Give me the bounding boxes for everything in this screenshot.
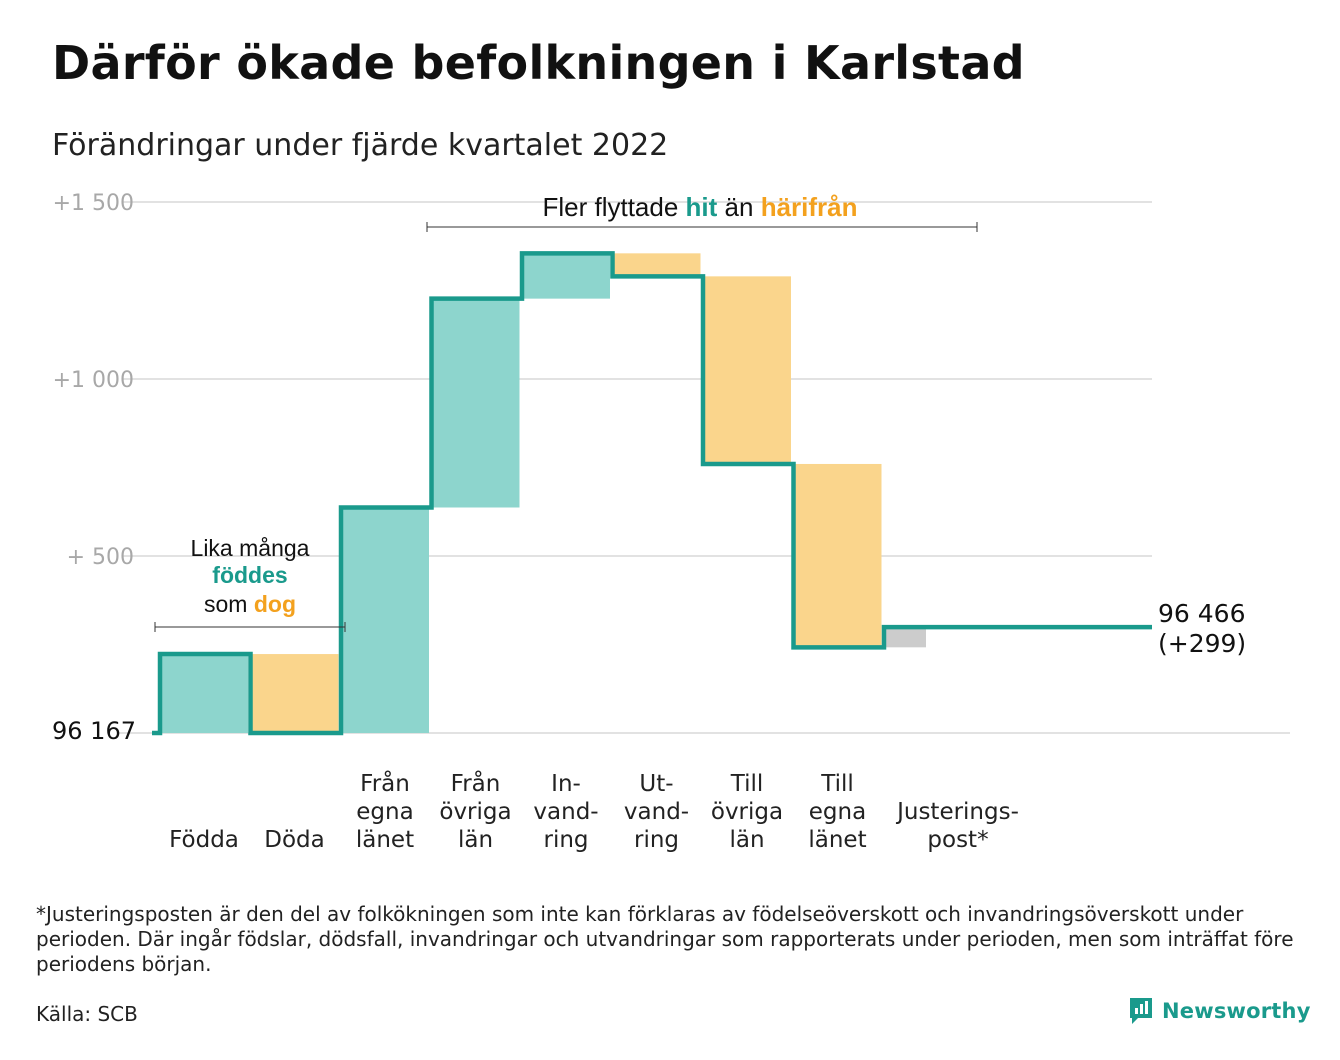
brand-name: Newsworthy: [1162, 999, 1311, 1023]
annotation-migration-prefix: Fler flyttade: [542, 192, 678, 222]
annotation-migration-text: Fler flyttade hit än härifrån: [542, 192, 857, 222]
category-label: Från: [451, 769, 501, 797]
end-change-label: (+299): [1158, 629, 1246, 658]
category-label: län: [458, 827, 493, 853]
bar-utvandring: [612, 253, 701, 277]
category-label: Justerings-: [895, 799, 1019, 825]
category-label: övriga: [439, 799, 511, 825]
category-label: ring: [543, 827, 588, 853]
bar-invandring: [522, 253, 610, 299]
category-label: övriga: [711, 799, 783, 825]
category-label: länet: [808, 827, 866, 853]
y-tick-label: +1 500: [53, 191, 134, 216]
bar-födda: [160, 654, 248, 733]
category-label: Födda: [169, 827, 239, 853]
brand[interactable]: Newsworthy: [1128, 996, 1311, 1026]
category-label: In-: [551, 771, 581, 797]
page-subtitle: Förändringar under fjärde kvartalet 2022: [52, 128, 669, 163]
category-label: ring: [634, 827, 679, 853]
annotation-migration-highlight1: hit: [686, 192, 718, 222]
source-label: Källa: SCB: [36, 1002, 138, 1026]
bar-döda: [250, 654, 339, 733]
annotation-migration-middle: än: [725, 192, 754, 222]
category-label: egna: [356, 799, 413, 825]
start-value-label: 96 167: [52, 717, 136, 745]
footnote: *Justeringsposten är den del av folkökni…: [36, 902, 1294, 976]
annotation-births-line2: föddes: [212, 562, 287, 588]
end-value-label: 96 466: [1158, 599, 1245, 628]
annotation-births-line3-highlight: dog: [254, 591, 296, 617]
category-label: vand-: [624, 799, 689, 825]
category-label: vand-: [533, 799, 598, 825]
annotation-migration-highlight2: härifrån: [761, 192, 858, 222]
y-tick-label: + 500: [67, 545, 134, 570]
page-title: Därför ökade befolkningen i Karlstad: [52, 36, 1025, 90]
category-label: egna: [809, 799, 866, 825]
bar-frånegnalänet: [341, 507, 429, 733]
category-label: län: [729, 827, 764, 853]
category-label: Till: [730, 771, 764, 797]
annotation-births-line3-prefix: som: [204, 591, 247, 617]
annotation-births-line1: Lika många: [191, 535, 310, 561]
category-label: Ut-: [639, 771, 673, 797]
running-total-step-line: [152, 251, 1152, 736]
category-label: post*: [927, 827, 988, 853]
category-label: länet: [356, 827, 414, 853]
bar-tillövrigalän: [703, 276, 791, 464]
annotation-births-line3: som dog: [204, 591, 296, 617]
category-label: Från: [360, 769, 410, 797]
newsworthy-logo-icon: [1130, 998, 1152, 1024]
category-label: Till: [820, 771, 854, 797]
bar-tillegnalänet: [793, 463, 882, 648]
annotation-migration: Fler flyttade hit än härifrån: [426, 192, 978, 232]
bar-justeringspost: [886, 627, 926, 648]
annotation-births-deaths: Lika många föddes som dog: [154, 535, 346, 632]
category-label: Döda: [264, 827, 324, 853]
y-tick-label: +1 000: [53, 368, 134, 393]
running-total-line: [152, 251, 1152, 736]
bar-frånövrigalän: [431, 298, 520, 508]
bars: [160, 253, 926, 733]
